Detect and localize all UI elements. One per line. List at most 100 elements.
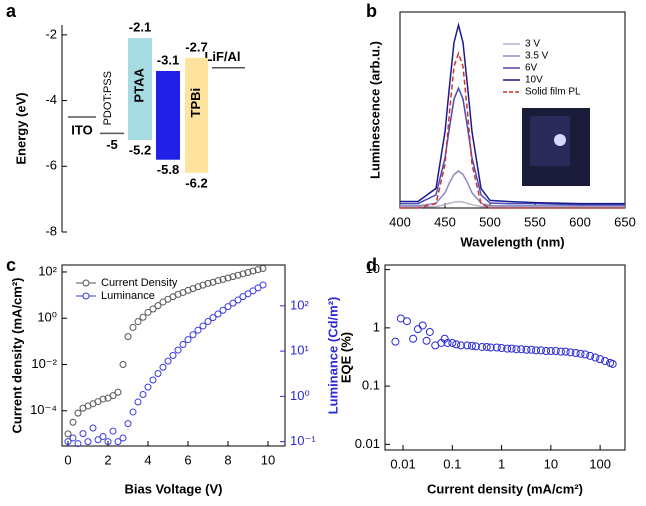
level-name: PDOT:PSS xyxy=(102,71,114,125)
data-point xyxy=(507,344,516,353)
data-point xyxy=(199,322,207,330)
data-point xyxy=(244,290,252,298)
data-point xyxy=(409,334,418,343)
data-point xyxy=(497,344,506,353)
x-tick-label: 0.01 xyxy=(390,456,415,471)
data-point xyxy=(244,268,252,276)
data-point xyxy=(512,345,521,354)
energy-band xyxy=(156,71,180,160)
x-axis-label: Current density (mA/cm²) xyxy=(427,481,583,496)
x-tick-label: 450 xyxy=(434,214,456,229)
x-tick-label: 1 xyxy=(498,456,505,471)
data-point xyxy=(154,370,162,378)
data-point xyxy=(74,409,82,417)
data-point xyxy=(224,274,232,282)
data-point xyxy=(114,388,122,396)
data-point xyxy=(463,341,472,350)
data-point xyxy=(149,376,157,384)
data-point xyxy=(149,305,157,313)
data-point xyxy=(189,331,197,339)
spectrum-line xyxy=(400,170,625,207)
data-point xyxy=(556,347,565,356)
data-point xyxy=(99,395,107,403)
data-point xyxy=(482,342,491,351)
data-point xyxy=(527,345,536,354)
y-tick-label: 0.1 xyxy=(362,378,380,393)
data-point xyxy=(596,355,605,364)
data-point xyxy=(249,287,257,295)
data-point xyxy=(536,346,545,355)
data-point xyxy=(254,266,262,274)
legend-label: Luminance xyxy=(101,290,155,302)
data-point xyxy=(194,283,202,291)
data-point xyxy=(114,438,122,446)
data-point xyxy=(119,361,127,369)
data-point xyxy=(608,359,617,368)
band-name: TPBi xyxy=(188,88,203,118)
plot-frame xyxy=(61,264,286,447)
plot-frame xyxy=(384,264,626,451)
data-point xyxy=(486,343,495,352)
data-point xyxy=(184,286,192,294)
data-point xyxy=(154,302,162,310)
data-point xyxy=(144,308,152,316)
data-point xyxy=(571,349,580,358)
x-tick-label: 500 xyxy=(479,214,501,229)
level-name: LiF/Al xyxy=(204,49,240,64)
energy-band xyxy=(185,57,208,173)
y-tick-label: -4 xyxy=(45,92,57,107)
data-point xyxy=(391,337,400,346)
data-point xyxy=(471,342,480,351)
data-point xyxy=(214,310,222,318)
x-tick-label: 650 xyxy=(614,214,636,229)
data-point xyxy=(422,336,431,345)
data-point xyxy=(492,343,501,352)
y-tick-label: 0.01 xyxy=(355,436,380,451)
spectrum-line xyxy=(400,200,625,208)
data-point xyxy=(576,349,585,358)
data-point xyxy=(259,265,267,273)
data-point xyxy=(503,344,512,353)
legend-marker xyxy=(82,279,90,287)
data-point xyxy=(94,436,102,444)
data-point xyxy=(239,270,247,278)
y-tick-label: -6 xyxy=(45,158,57,173)
data-point xyxy=(119,434,127,442)
data-point xyxy=(169,352,177,359)
panel-label: b xyxy=(366,1,377,21)
data-point xyxy=(522,345,531,354)
data-point xyxy=(124,420,132,428)
y-tick-label: 10² xyxy=(38,263,57,278)
data-point xyxy=(144,383,152,391)
data-point xyxy=(214,277,222,285)
legend-marker xyxy=(82,292,90,300)
data-point xyxy=(199,281,207,289)
data-point xyxy=(601,356,610,365)
data-point xyxy=(229,299,237,307)
y-tick-label: 10⁻⁴ xyxy=(30,402,57,417)
data-point xyxy=(79,430,87,438)
data-point xyxy=(99,432,107,440)
data-point xyxy=(542,347,551,356)
spectrum-line xyxy=(400,51,625,209)
homo-label: -5.2 xyxy=(129,142,151,157)
y-axis-label: Energy (eV) xyxy=(13,92,28,164)
data-point xyxy=(467,341,476,350)
panel-label: a xyxy=(6,1,17,21)
data-point xyxy=(109,427,117,435)
homo-label: -6.2 xyxy=(185,175,207,190)
y-tick-label: 1 xyxy=(373,319,380,334)
legend-label: 6V xyxy=(525,63,538,74)
data-point xyxy=(174,346,182,354)
y-axis-label: Luminance (Cd/m²) xyxy=(325,297,340,415)
spectrum-line xyxy=(400,22,625,205)
data-point xyxy=(532,346,541,355)
data-point xyxy=(89,424,97,432)
y-tick-label: 10⁻¹ xyxy=(290,433,316,448)
y-tick-label: 10¹ xyxy=(290,343,309,358)
x-tick-label: 6 xyxy=(184,452,191,467)
lumo-label: -3.1 xyxy=(157,52,179,67)
data-point xyxy=(209,278,217,286)
data-point xyxy=(425,327,434,336)
